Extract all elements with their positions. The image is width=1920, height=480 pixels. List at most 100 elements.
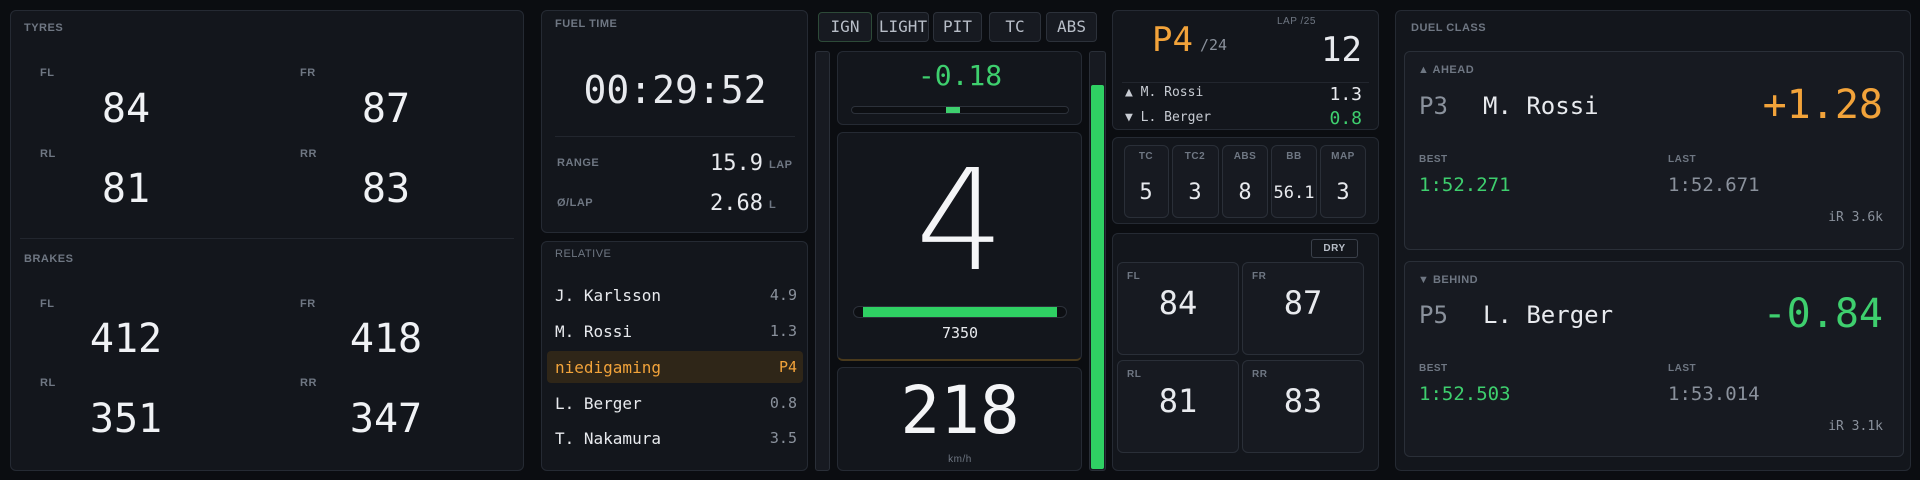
tyre-label: RR xyxy=(300,148,317,160)
setting-value: 8 xyxy=(1238,180,1252,205)
best-label: BEST xyxy=(1419,154,1448,165)
setting-value: 3 xyxy=(1188,180,1202,205)
lap: 12 xyxy=(1321,30,1362,70)
relative-gap: 3.5 xyxy=(769,429,797,447)
compound-badge: DRY xyxy=(1311,239,1358,258)
tyre-value: 87 xyxy=(361,86,411,132)
player-highlight xyxy=(547,351,803,383)
toggle-button[interactable]: PIT xyxy=(933,12,982,42)
tyre-temp-label: FR xyxy=(1252,271,1267,282)
divider xyxy=(555,136,795,137)
duel-driver: M. Rossi xyxy=(1483,92,1599,120)
brake-label: RL xyxy=(40,377,56,389)
left-bar xyxy=(815,51,830,471)
setting-box xyxy=(1320,145,1366,218)
relative-name: L. Berger xyxy=(555,394,642,413)
fuel-time: 00:29:52 xyxy=(583,68,767,112)
divider xyxy=(20,238,514,239)
range-label: RANGE xyxy=(557,157,600,169)
setting-label: ABS xyxy=(1233,151,1257,162)
position: P4 xyxy=(1152,20,1193,60)
tyre-label: FR xyxy=(300,67,316,79)
setting-value: 56.1 xyxy=(1273,183,1315,203)
tyres-panel xyxy=(10,10,524,471)
relative-gap: 4.9 xyxy=(769,286,797,304)
toggle-button[interactable]: LIGHT xyxy=(877,12,929,42)
card-heading: ▼ BEHIND xyxy=(1418,274,1479,286)
behind-driver: ▼ L. Berger xyxy=(1125,110,1212,125)
duel-position: P3 xyxy=(1419,92,1448,120)
relative-name: J. Karlsson xyxy=(555,286,661,305)
duel-gap: -0.84 xyxy=(1762,291,1883,337)
per-lap-label: Ø/LAP xyxy=(557,197,594,209)
delta-indicator xyxy=(946,107,960,113)
relative-gap: 0.8 xyxy=(769,394,797,412)
irating: iR 3.6k xyxy=(1828,210,1883,225)
brake-value: 351 xyxy=(89,396,163,442)
irating: iR 3.1k xyxy=(1828,419,1883,434)
tyre-temp-value: 81 xyxy=(1158,382,1198,420)
field-size: /24 xyxy=(1200,36,1228,54)
speed: 218 xyxy=(900,372,1020,449)
setting-value: 5 xyxy=(1139,180,1153,205)
setting-value: 3 xyxy=(1336,180,1350,205)
setting-box xyxy=(1271,145,1317,218)
speed-unit: km/h xyxy=(948,454,972,465)
brake-label: FR xyxy=(300,298,316,310)
tyre-temp-label: RR xyxy=(1252,369,1268,380)
tyre-temp-cell xyxy=(1117,360,1239,453)
setting-label: TC2 xyxy=(1184,151,1206,162)
ahead-card xyxy=(1404,51,1904,250)
best-label: BEST xyxy=(1419,363,1448,374)
tyre-temp-value: 83 xyxy=(1283,382,1323,420)
toggle-button[interactable]: TC xyxy=(989,12,1041,42)
setting-box xyxy=(1172,145,1219,218)
tyre-label: RL xyxy=(40,148,56,160)
setting-box xyxy=(1124,145,1169,218)
lap-label: LAP /25 xyxy=(1277,16,1316,27)
last-label: LAST xyxy=(1668,363,1697,374)
range-value: 15.9 xyxy=(710,151,763,176)
position-panel xyxy=(1112,10,1379,130)
last-lap: 1:53.014 xyxy=(1668,383,1760,405)
gear: 4 xyxy=(915,140,1005,303)
relative-gap: 1.3 xyxy=(769,322,797,340)
brake-label: FL xyxy=(40,298,55,310)
rpm-value: 7350 xyxy=(941,324,979,342)
fuel-panel xyxy=(541,10,808,233)
tyre-temp-label: RL xyxy=(1127,369,1142,380)
last-lap: 1:52.671 xyxy=(1668,174,1760,196)
brake-value: 418 xyxy=(349,316,423,362)
toggle-button[interactable]: ABS xyxy=(1046,12,1097,42)
ahead-gap: 1.3 xyxy=(1329,84,1362,105)
relative-name: niedigaming xyxy=(555,358,661,377)
brake-label: RR xyxy=(300,377,317,389)
section-title: DUEL CLASS xyxy=(1411,22,1487,34)
section-title: TYRES xyxy=(24,22,64,34)
rpm-fill xyxy=(863,307,1057,317)
setting-label: TC xyxy=(1138,151,1154,162)
tyre-temp-label: FL xyxy=(1127,271,1141,282)
delta-value: -0.18 xyxy=(917,59,1003,92)
duel-driver: L. Berger xyxy=(1483,301,1614,329)
divider xyxy=(1122,82,1369,83)
tyre-temp-value: 87 xyxy=(1283,284,1323,322)
duel-position: P5 xyxy=(1419,301,1448,329)
setting-label: MAP xyxy=(1331,151,1355,162)
last-label: LAST xyxy=(1668,154,1697,165)
per-lap-unit: L xyxy=(769,199,777,211)
relative-name: M. Rossi xyxy=(555,322,633,341)
relative-name: T. Nakamura xyxy=(555,429,661,448)
section-title: RELATIVE xyxy=(555,248,612,260)
right-bar-fill xyxy=(1091,85,1104,469)
setting-label: BB xyxy=(1286,151,1302,162)
tyre-temp-cell xyxy=(1242,262,1364,355)
toggle-button[interactable]: IGN xyxy=(818,12,872,42)
duel-gap: +1.28 xyxy=(1762,82,1883,128)
ahead-driver: ▲ M. Rossi xyxy=(1125,85,1204,100)
best-lap: 1:52.503 xyxy=(1419,383,1511,405)
tyre-value: 81 xyxy=(101,166,151,212)
speed-panel xyxy=(837,367,1082,471)
card-heading: ▲ AHEAD xyxy=(1418,64,1475,76)
tyre-temp-cell xyxy=(1117,262,1239,355)
